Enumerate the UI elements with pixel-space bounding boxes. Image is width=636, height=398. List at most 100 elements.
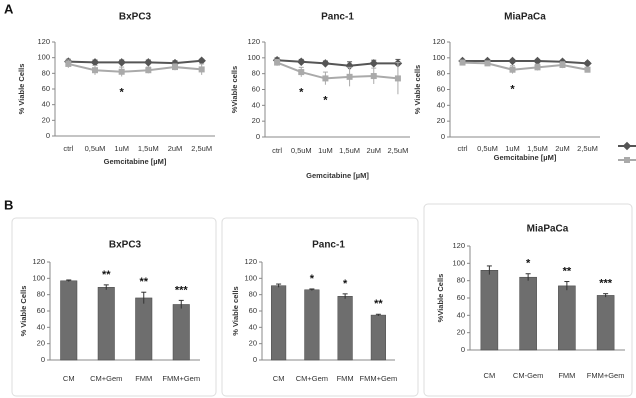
marker [508, 56, 517, 66]
y-tick-label: 20 [457, 328, 465, 337]
x-tick-label: FMM+Gem [162, 374, 200, 383]
y-tick-label: 80 [252, 69, 260, 78]
marker [509, 66, 516, 73]
legend-marker [624, 157, 630, 163]
x-axis-label: Gemcitabine [µM] [104, 157, 167, 166]
y-axis-label: % Viable cells [413, 65, 422, 114]
y-tick-label: 120 [32, 257, 45, 266]
series-line [462, 61, 588, 71]
y-tick-label: 0 [41, 355, 45, 364]
marker [172, 64, 178, 71]
x-tick-label: 1,5uM [339, 146, 360, 155]
significance: * [510, 84, 515, 96]
significance: ** [139, 276, 148, 288]
bar [370, 314, 386, 361]
bar [596, 295, 615, 351]
x-tick-label: 1uM [114, 144, 129, 153]
y-tick-label: 20 [42, 115, 50, 124]
significance: ** [374, 298, 383, 310]
y-tick-label: 0 [461, 345, 465, 354]
y-tick-label: 60 [437, 84, 445, 93]
x-tick-label: 1uM [318, 146, 333, 155]
marker [65, 60, 72, 67]
y-axis-label: % Viable Cells [17, 64, 26, 115]
x-tick-label: 2,5uM [577, 144, 598, 153]
x-tick-label: ctrl [272, 146, 282, 155]
marker [92, 67, 98, 74]
marker [484, 60, 491, 67]
bar [135, 297, 153, 361]
y-tick-label: 100 [32, 273, 45, 282]
bar [558, 285, 576, 351]
marker [298, 69, 305, 76]
marker [369, 59, 378, 68]
bar [60, 280, 78, 361]
y-tick-label: 100 [432, 53, 445, 62]
series-line [277, 59, 398, 67]
x-tick-label: ctrl [63, 144, 73, 153]
significance: * [323, 95, 328, 107]
x-tick-label: 1,5uM [527, 144, 548, 153]
chart-title: MiaPaCa [504, 12, 546, 23]
x-axis-label: Gemcitabine [µM] [306, 171, 369, 180]
y-tick-label: 60 [249, 306, 257, 315]
y-tick-label: 0 [46, 131, 50, 140]
y-axis-label: % Viable Cells [19, 286, 28, 337]
x-tick-label: 2,5uM [191, 144, 212, 153]
bar [172, 304, 190, 361]
x-tick-label: FMM+Gem [587, 371, 625, 380]
significance: ** [563, 265, 572, 277]
significance: * [343, 278, 348, 290]
x-tick-label: FMM [135, 374, 152, 383]
chart-title: Panc-1 [321, 12, 354, 23]
x-tick-label: 0,5uM [291, 146, 312, 155]
y-tick-label: 40 [437, 100, 445, 109]
y-tick-label: 80 [457, 276, 465, 285]
y-tick-label: 100 [244, 273, 257, 282]
x-tick-label: 2uM [168, 144, 183, 153]
marker [144, 58, 153, 67]
y-tick-label: 120 [452, 241, 465, 250]
marker [322, 75, 329, 82]
x-tick-label: CM+Gem [296, 374, 328, 383]
y-tick-label: 0 [253, 355, 257, 364]
marker [534, 64, 541, 71]
significance: * [120, 86, 125, 98]
y-tick-label: 0 [441, 132, 445, 141]
y-axis-label: %Viable cells [230, 66, 239, 113]
marker [321, 59, 330, 68]
y-axis-label: % Viable cells [231, 286, 240, 335]
x-axis-label: Gemcitabine [µM] [494, 153, 557, 162]
y-tick-label: 40 [42, 100, 50, 109]
bar [271, 285, 287, 361]
panel-label: A [4, 1, 14, 16]
marker [197, 56, 206, 66]
marker [345, 61, 354, 70]
y-tick-label: 40 [457, 310, 465, 319]
x-tick-label: 2uM [366, 146, 381, 155]
legend-marker [622, 141, 632, 151]
marker [90, 58, 100, 67]
y-tick-label: 60 [37, 306, 45, 315]
y-tick-label: 100 [452, 258, 465, 267]
chart-title: Panc-1 [312, 240, 345, 251]
y-tick-label: 40 [37, 322, 45, 331]
x-tick-label: CM [273, 374, 285, 383]
x-tick-label: 0,5uM [85, 144, 106, 153]
chart-title: BxPC3 [109, 240, 142, 251]
x-tick-label: 0,5uM [477, 144, 498, 153]
x-tick-label: ctrl [458, 144, 468, 153]
x-tick-label: CM [63, 374, 75, 383]
y-tick-label: 120 [247, 37, 260, 46]
y-tick-label: 80 [249, 290, 257, 299]
chart-title: BxPC3 [119, 12, 152, 23]
y-tick-label: 80 [42, 68, 50, 77]
y-tick-label: 20 [252, 116, 260, 125]
significance: *** [175, 284, 189, 296]
significance: * [299, 87, 304, 99]
y-tick-label: 20 [37, 339, 45, 348]
significance: *** [599, 278, 613, 290]
marker [198, 66, 205, 73]
bar [304, 289, 320, 361]
